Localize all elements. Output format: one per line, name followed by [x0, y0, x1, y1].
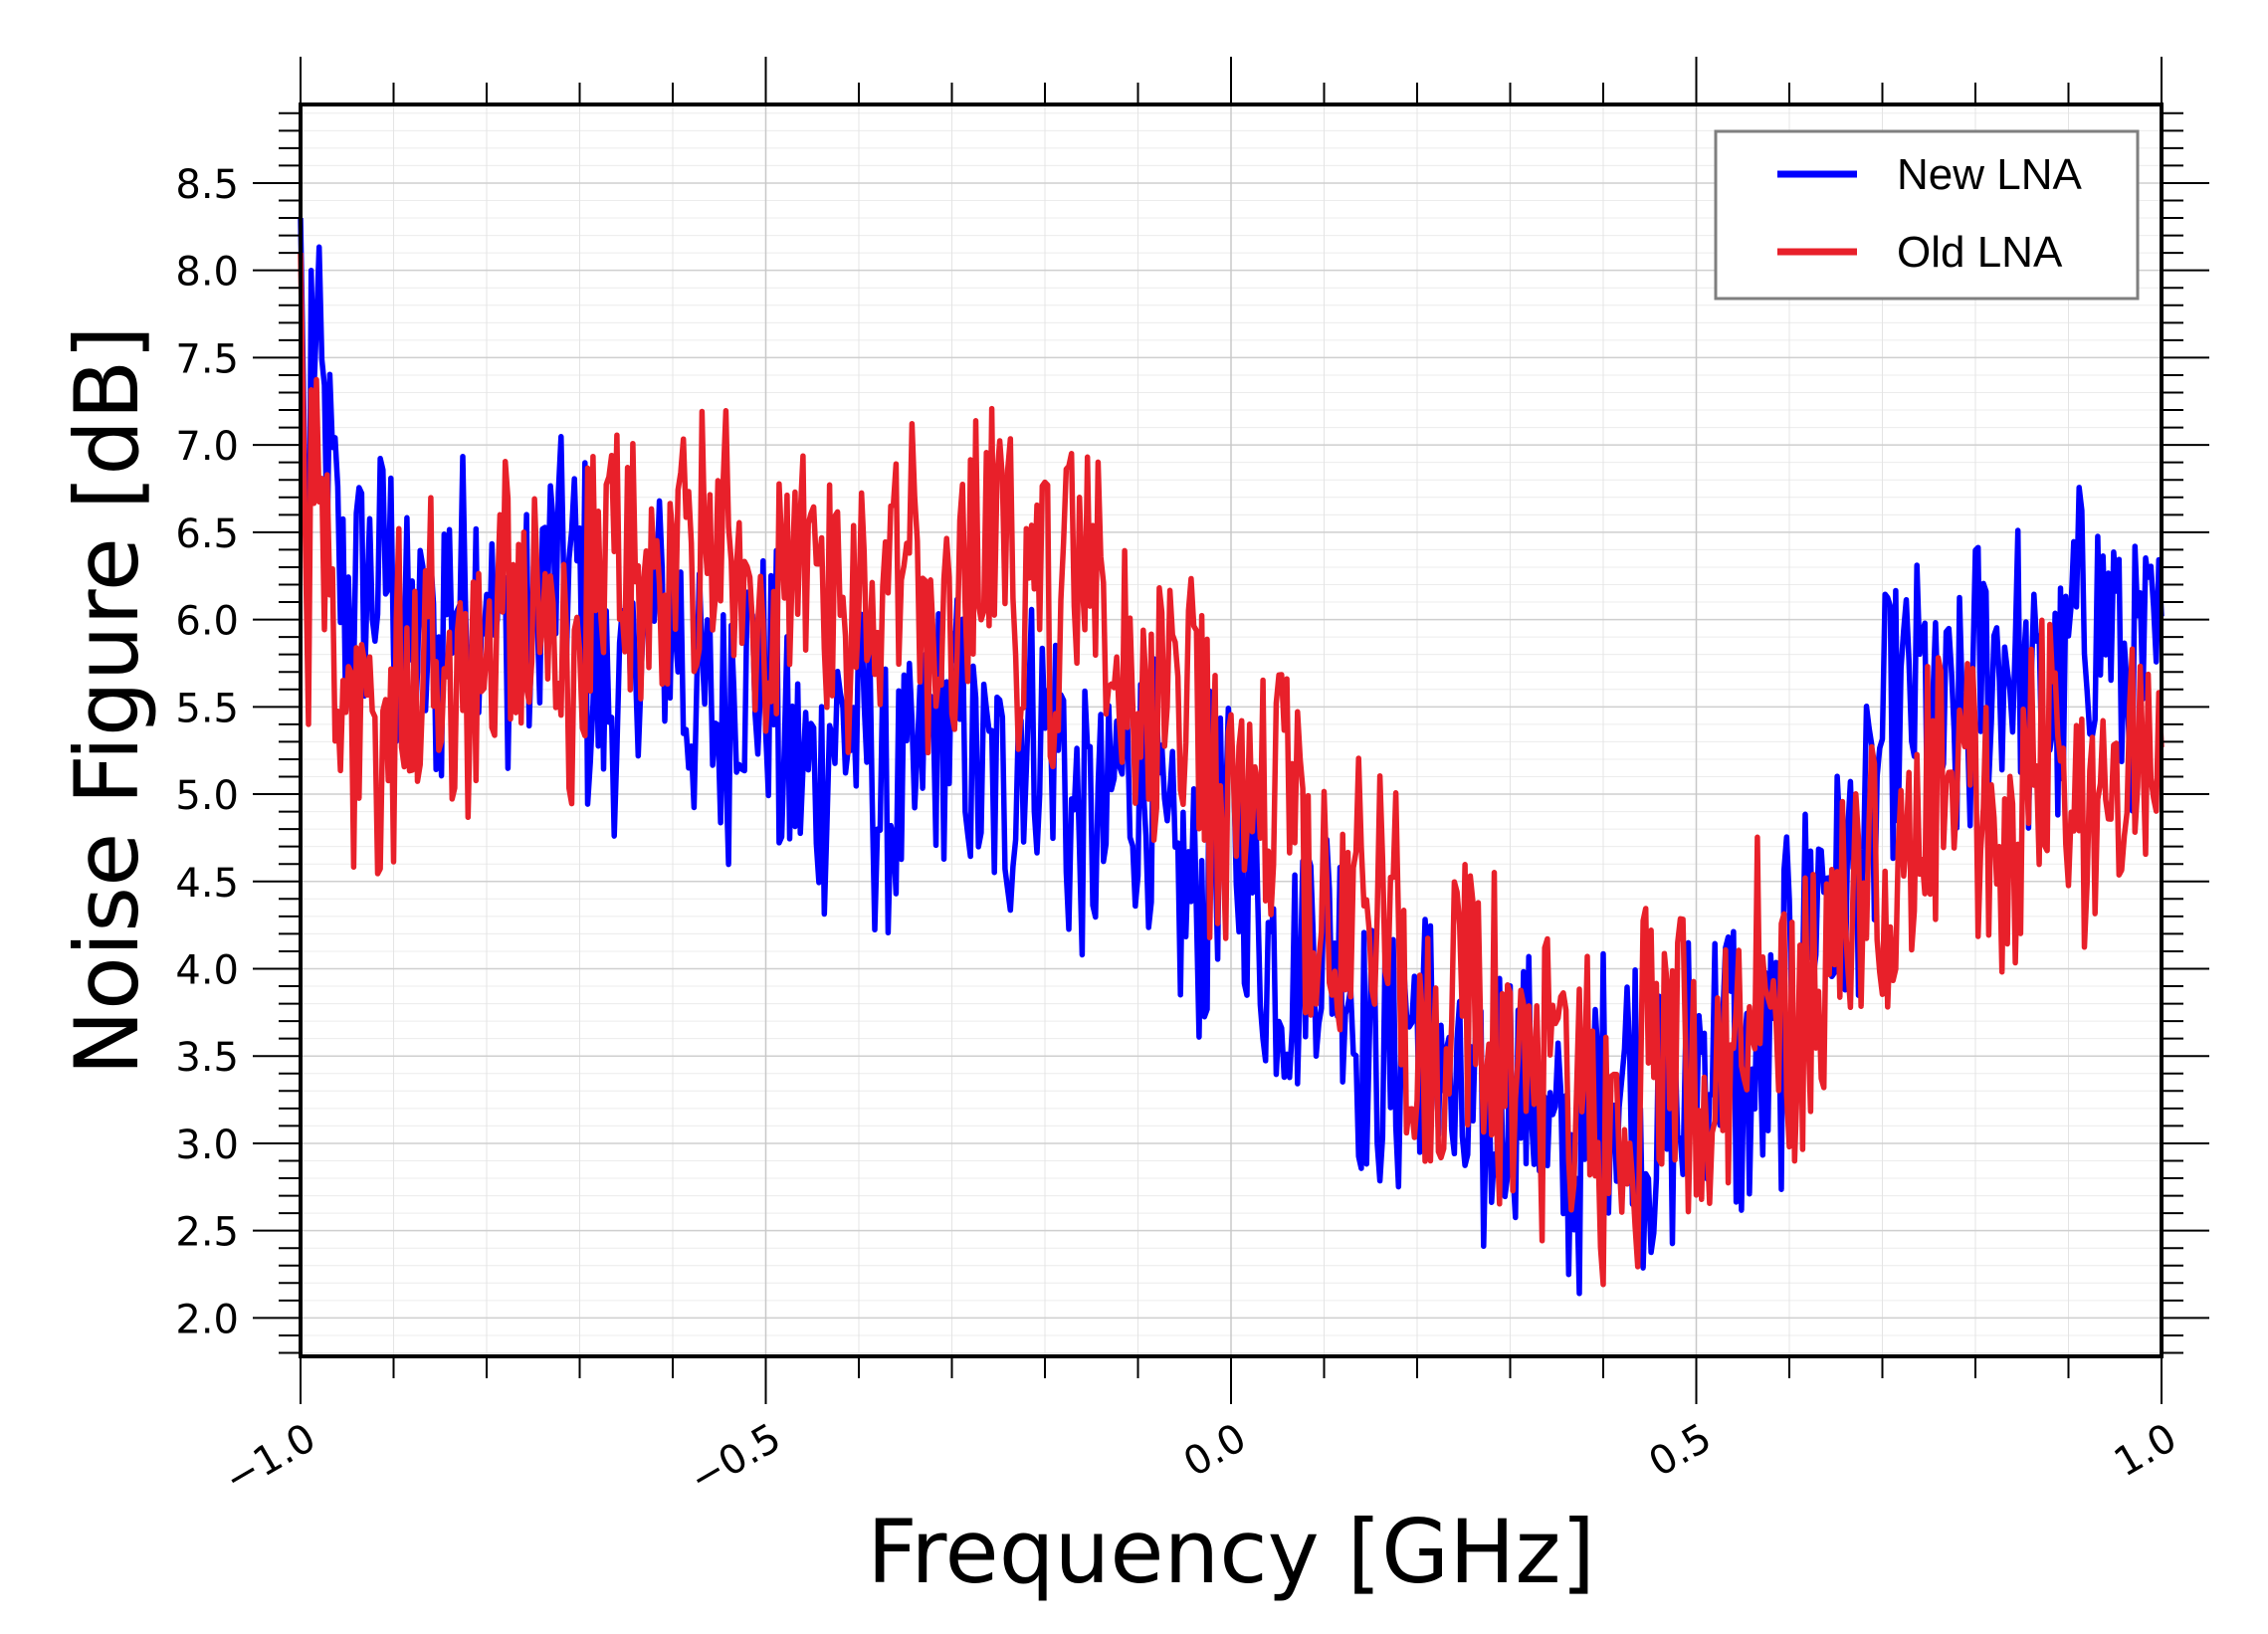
y-tick-label: 4.5 — [175, 861, 239, 907]
y-tick-label: 6.0 — [175, 599, 239, 645]
y-tick-label: 3.0 — [175, 1123, 239, 1168]
x-axis-title: Frequency [GHz] — [867, 1501, 1595, 1603]
y-tick-label: 2.5 — [175, 1210, 239, 1256]
plot-data — [298, 217, 2165, 1297]
legend-label-new-lna: New LNA — [1897, 150, 2082, 199]
y-tick-label: 7.0 — [175, 424, 239, 470]
legend-box — [1714, 129, 2140, 301]
y-tick-label: 4.0 — [175, 947, 239, 993]
y-tick-label: 2.0 — [175, 1297, 239, 1342]
y-tick-label: 7.5 — [175, 336, 239, 382]
y-axis-title: Noise Figure [dB] — [56, 325, 158, 1076]
y-tick-label: 8.0 — [175, 250, 239, 296]
y-tick-label: 6.5 — [175, 511, 239, 557]
y-tick-label: 3.5 — [175, 1035, 239, 1081]
legend: New LNA Old LNA — [1714, 129, 2140, 301]
y-tick-label: 5.5 — [175, 686, 239, 731]
y-tick-label: 5.0 — [175, 773, 239, 819]
legend-label-old-lna: Old LNA — [1897, 228, 2063, 277]
series-line-old-lna — [298, 253, 2165, 1288]
y-tick-label: 8.5 — [175, 162, 239, 208]
axis-ticks — [253, 57, 2209, 1404]
